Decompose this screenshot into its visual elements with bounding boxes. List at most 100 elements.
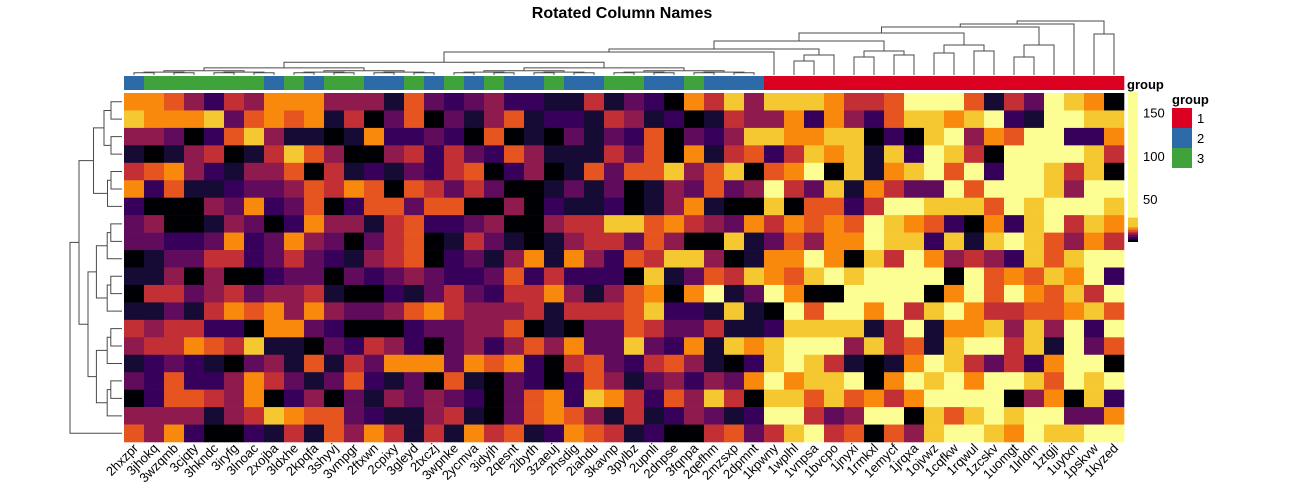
heatmap-cell [1104, 302, 1125, 321]
heatmap-cell [1024, 389, 1045, 408]
heatmap-cell [844, 250, 865, 268]
heatmap-cell [684, 197, 705, 216]
heatmap-cell [584, 215, 605, 233]
heatmap-cell [564, 319, 585, 338]
heatmap-cell [184, 180, 205, 198]
group-legend: group 1 2 3 [1172, 92, 1209, 168]
heatmap-cell [604, 127, 625, 146]
heatmap-cell [1044, 337, 1065, 356]
heatmap-cell [484, 354, 505, 373]
heatmap-cell [1064, 180, 1085, 198]
heatmap-cell [784, 372, 805, 390]
heatmap-cell [804, 197, 825, 216]
heatmap-cell [704, 197, 725, 216]
heatmap-cell [124, 250, 145, 268]
heatmap-cell [264, 250, 285, 268]
heatmap-cell [624, 407, 645, 425]
heatmap-cell [1064, 110, 1085, 129]
heatmap-cell [264, 232, 285, 251]
heatmap-cell [1084, 302, 1105, 321]
group-annotation-cell [264, 76, 285, 90]
heatmap-cell [324, 110, 345, 129]
heatmap-cell [1024, 302, 1045, 321]
heatmap-cell [344, 250, 365, 268]
heatmap-cell [1004, 389, 1025, 408]
heatmap-cell [364, 197, 385, 216]
heatmap-cell [924, 302, 945, 321]
heatmap-cell [224, 250, 245, 268]
heatmap-cell [684, 145, 705, 164]
heatmap-cell [1044, 319, 1065, 338]
heatmap-cell [484, 250, 505, 268]
heatmap-cell [344, 337, 365, 356]
group-legend-label: 2 [1197, 131, 1204, 146]
heatmap-cell [924, 232, 945, 251]
heatmap-cell [184, 284, 205, 303]
annotation-label: group [1127, 77, 1164, 92]
heatmap-cell [924, 267, 945, 286]
heatmap-cell [1064, 197, 1085, 216]
dendrogram-branch [613, 72, 635, 75]
group-annotation-cell [184, 76, 205, 90]
heatmap-cell [464, 354, 485, 373]
heatmap-cell [764, 145, 785, 164]
dendrogram-branch [78, 160, 94, 325]
heatmap-cell [884, 162, 905, 181]
heatmap-cell [1044, 145, 1065, 164]
heatmap-cell [964, 407, 985, 425]
heatmap-cell [904, 302, 925, 321]
heatmap-cell [344, 302, 365, 321]
heatmap-cell [404, 145, 425, 164]
heatmap-cell [284, 110, 305, 129]
colorbar-tick-label: 150 [1143, 106, 1165, 121]
heatmap-cell [964, 424, 985, 443]
heatmap-cell [384, 337, 405, 356]
heatmap-cell [404, 319, 425, 338]
heatmap-cell [944, 407, 965, 425]
heatmap-cell [204, 267, 225, 286]
heatmap-cell [744, 267, 765, 286]
dendrogram-branch [93, 127, 108, 194]
heatmap-cell [504, 407, 525, 425]
heatmap-cell [724, 215, 745, 233]
heatmap-cell [344, 354, 365, 373]
heatmap-cell [644, 267, 665, 286]
heatmap-cell [624, 93, 645, 111]
heatmap-cell [1084, 93, 1105, 111]
heatmap-cell [1004, 424, 1025, 443]
heatmap-cell [364, 319, 385, 338]
heatmap-cell [364, 250, 385, 268]
heatmap-cell [204, 93, 225, 111]
heatmap-cell [984, 302, 1005, 321]
heatmap-cell [244, 215, 265, 233]
heatmap-cell [284, 424, 305, 443]
heatmap-cell [1004, 197, 1025, 216]
colorbar-tick-label: 100 [1143, 149, 1165, 164]
heatmap-cell [944, 284, 965, 303]
heatmap-cell [484, 407, 505, 425]
group-annotation-cell [284, 76, 305, 90]
heatmap-cell [704, 232, 725, 251]
heatmap-cell [244, 372, 265, 390]
heatmap-cell [964, 232, 985, 251]
heatmap-cell [904, 284, 925, 303]
heatmap-cell [364, 284, 385, 303]
heatmap-cell [844, 127, 865, 146]
heatmap-cell [244, 180, 265, 198]
heatmap-cell [144, 337, 165, 356]
heatmap-cell [804, 284, 825, 303]
heatmap-cell [404, 407, 425, 425]
heatmap-cell [884, 145, 905, 164]
heatmap-cell [764, 180, 785, 198]
heatmap-cell [524, 267, 545, 286]
heatmap-cell [624, 197, 645, 216]
heatmap-cell [224, 145, 245, 164]
heatmap-cell [704, 145, 725, 164]
heatmap-cell [1084, 267, 1105, 286]
heatmap-cell [684, 424, 705, 443]
heatmap-cell [1044, 232, 1065, 251]
group-annotation-cell [904, 76, 925, 90]
heatmap-cell [264, 267, 285, 286]
heatmap-cell [1024, 180, 1045, 198]
heatmap-cell [944, 162, 965, 181]
